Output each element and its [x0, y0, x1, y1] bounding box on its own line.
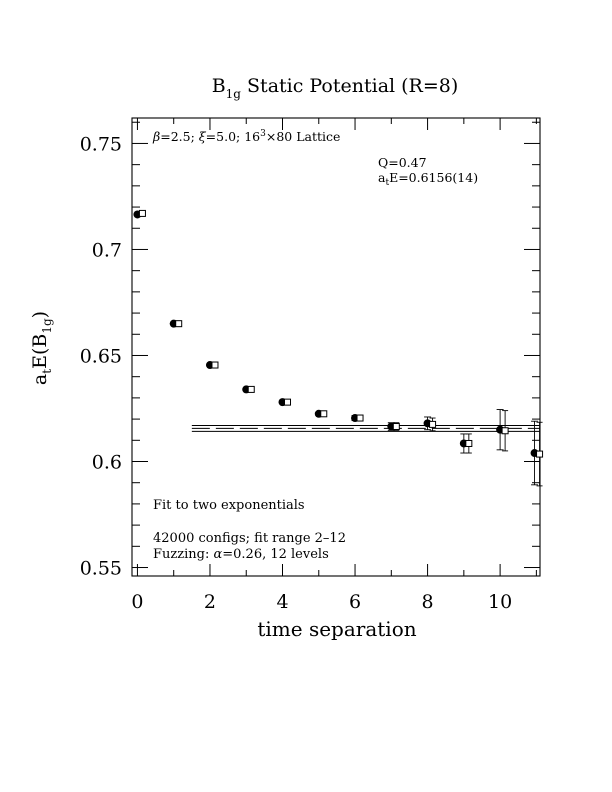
- x-tick-label: 2: [204, 591, 216, 613]
- x-axis-label: time separation: [257, 617, 416, 641]
- data-point-square: [465, 439, 473, 447]
- plot-frame: [131, 117, 541, 577]
- q-annotation: Q=0.47: [378, 155, 427, 170]
- data-point-square: [138, 209, 146, 217]
- data-points: [133, 209, 544, 487]
- chart-title: B1g Static Potential (R=8): [212, 75, 459, 101]
- data-point-square: [429, 420, 437, 428]
- y-tick-label: 0.65: [80, 345, 122, 367]
- y-tick-label: 0.6: [92, 452, 122, 474]
- data-point-square: [392, 423, 400, 431]
- data-point-square: [284, 398, 292, 406]
- fit-band: [191, 424, 540, 432]
- configs-annotation: 42000 configs; fit range 2–12: [153, 531, 346, 546]
- x-tick-label: 8: [422, 591, 434, 613]
- x-tick-label: 4: [276, 591, 288, 613]
- y-tick-label: 0.75: [80, 133, 122, 155]
- data-point-square: [501, 427, 509, 435]
- axis-ticks: [132, 118, 540, 576]
- data-point-square: [356, 414, 364, 422]
- x-tick-label: 0: [131, 591, 143, 613]
- data-point-square: [211, 361, 219, 369]
- data-point-square: [247, 385, 255, 393]
- fit-label: Fit to two exponentials: [153, 498, 305, 513]
- lattice-annotation: β=2.5; ξ=5.0; 163×80 Lattice: [152, 129, 340, 144]
- data-point-square: [175, 320, 183, 328]
- data-point-square: [536, 450, 544, 458]
- y-tick-label: 0.55: [80, 558, 122, 580]
- y-axis-label: atE(B1g): [29, 311, 54, 385]
- fuzzing-annotation: Fuzzing: α=0.26, 12 levels: [153, 547, 329, 562]
- x-tick-label: 6: [349, 591, 361, 613]
- y-tick-label: 0.7: [92, 239, 122, 261]
- data-point-square: [320, 410, 328, 418]
- x-tick-label: 10: [488, 591, 512, 613]
- energy-annotation: atE=0.6156(14): [378, 170, 478, 188]
- axis-tick-labels: 0 2 4 6 8 10 0.55 0.6 0.65 0.7 0.75: [80, 133, 513, 613]
